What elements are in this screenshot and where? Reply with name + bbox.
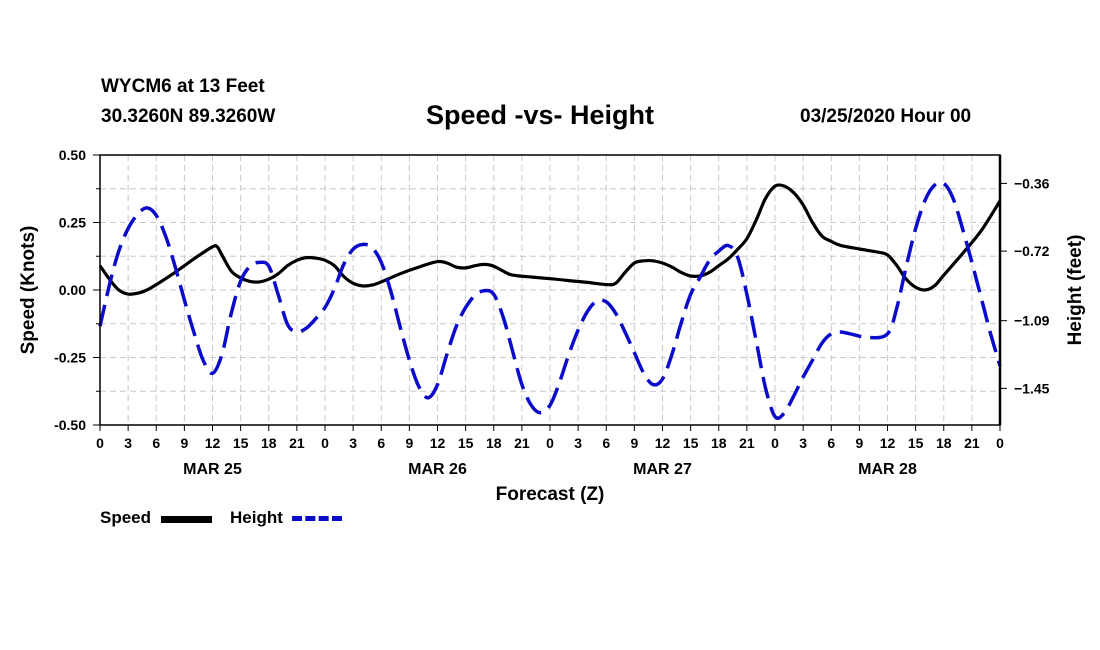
x-tick-label: 6 (602, 435, 610, 451)
y-tick-label: 0.00 (59, 282, 86, 298)
y-axis-label: Speed (Knots) (18, 226, 39, 355)
x-tick-label: 9 (630, 435, 638, 451)
x-tick-label: 0 (771, 435, 779, 451)
x-tick-label: 18 (711, 435, 727, 451)
x-tick-label: 18 (486, 435, 502, 451)
x-axis-label: Forecast (Z) (496, 484, 605, 505)
x-tick-label: 6 (827, 435, 835, 451)
x-tick-label: 12 (430, 435, 446, 451)
station-coordinates: 30.3260N 89.3260W (101, 106, 276, 127)
x-tick-label: 9 (180, 435, 188, 451)
station-name: WYCM6 at 13 Feet (101, 76, 265, 97)
data-series (98, 180, 1002, 420)
y-tick-label: 0.25 (59, 215, 86, 231)
legend-height: Height (230, 508, 283, 528)
y2-axis-label: Height (feet) (1065, 235, 1086, 346)
x-tick-label: 6 (152, 435, 160, 451)
x-tick-label: 0 (996, 435, 1004, 451)
x-tick-label: 15 (908, 435, 924, 451)
x-tick-label: 6 (377, 435, 385, 451)
series-speed-line (98, 183, 1002, 296)
x-tick-label: 18 (261, 435, 277, 451)
x-tick-label: 21 (739, 435, 755, 451)
day-label: MAR 28 (858, 461, 917, 478)
grid-lines (100, 155, 1000, 425)
y2-tick-label: −1.45 (1014, 380, 1050, 396)
x-tick-label: 0 (321, 435, 329, 451)
legend-height-swatch (292, 516, 342, 521)
axes: 0 3 6 9 12 15 18 21 0 3 6 9 12 15 18 21 0 3 6 9 12 15 18 21 0 3 6 9… (54, 147, 1050, 478)
x-tick-label: 15 (458, 435, 474, 451)
x-tick-label: 12 (880, 435, 896, 451)
legend-speed-swatch (161, 516, 212, 523)
x-tick-label: 21 (964, 435, 980, 451)
y2-tick-label: −0.36 (1014, 175, 1050, 191)
legend-height-label: Height (230, 508, 283, 527)
chart-title: Speed -vs- Height (426, 100, 655, 130)
x-tick-label: 3 (124, 435, 132, 451)
x-tick-label: 3 (349, 435, 357, 451)
series-height-line (98, 180, 1002, 420)
forecast-date: 03/25/2020 Hour 00 (800, 106, 972, 127)
x-tick-label: 21 (289, 435, 305, 451)
y-tick-label: -0.50 (54, 417, 86, 433)
y2-tick-label: −0.72 (1014, 243, 1050, 259)
x-tick-label: 9 (405, 435, 413, 451)
y-tick-label: 0.50 (59, 147, 86, 163)
x-tick-label: 3 (799, 435, 807, 451)
legend-speed-label: Speed (100, 508, 152, 527)
x-tick-label: 12 (655, 435, 671, 451)
y-tick-label: -0.25 (54, 350, 86, 366)
x-tick-label: 3 (574, 435, 582, 451)
x-tick-label: 15 (233, 435, 249, 451)
x-tick-label: 12 (205, 435, 221, 451)
x-tick-label: 0 (546, 435, 554, 451)
x-tick-label: 9 (855, 435, 863, 451)
x-tick-label: 0 (96, 435, 104, 451)
legend-speed: Speed (100, 508, 151, 528)
day-label: MAR 26 (408, 461, 467, 478)
x-tick-label: 18 (936, 435, 952, 451)
y2-tick-label: −1.09 (1014, 313, 1050, 329)
x-tick-label: 21 (514, 435, 530, 451)
day-label: MAR 27 (633, 461, 692, 478)
x-tick-label: 15 (683, 435, 699, 451)
day-label: MAR 25 (183, 461, 242, 478)
